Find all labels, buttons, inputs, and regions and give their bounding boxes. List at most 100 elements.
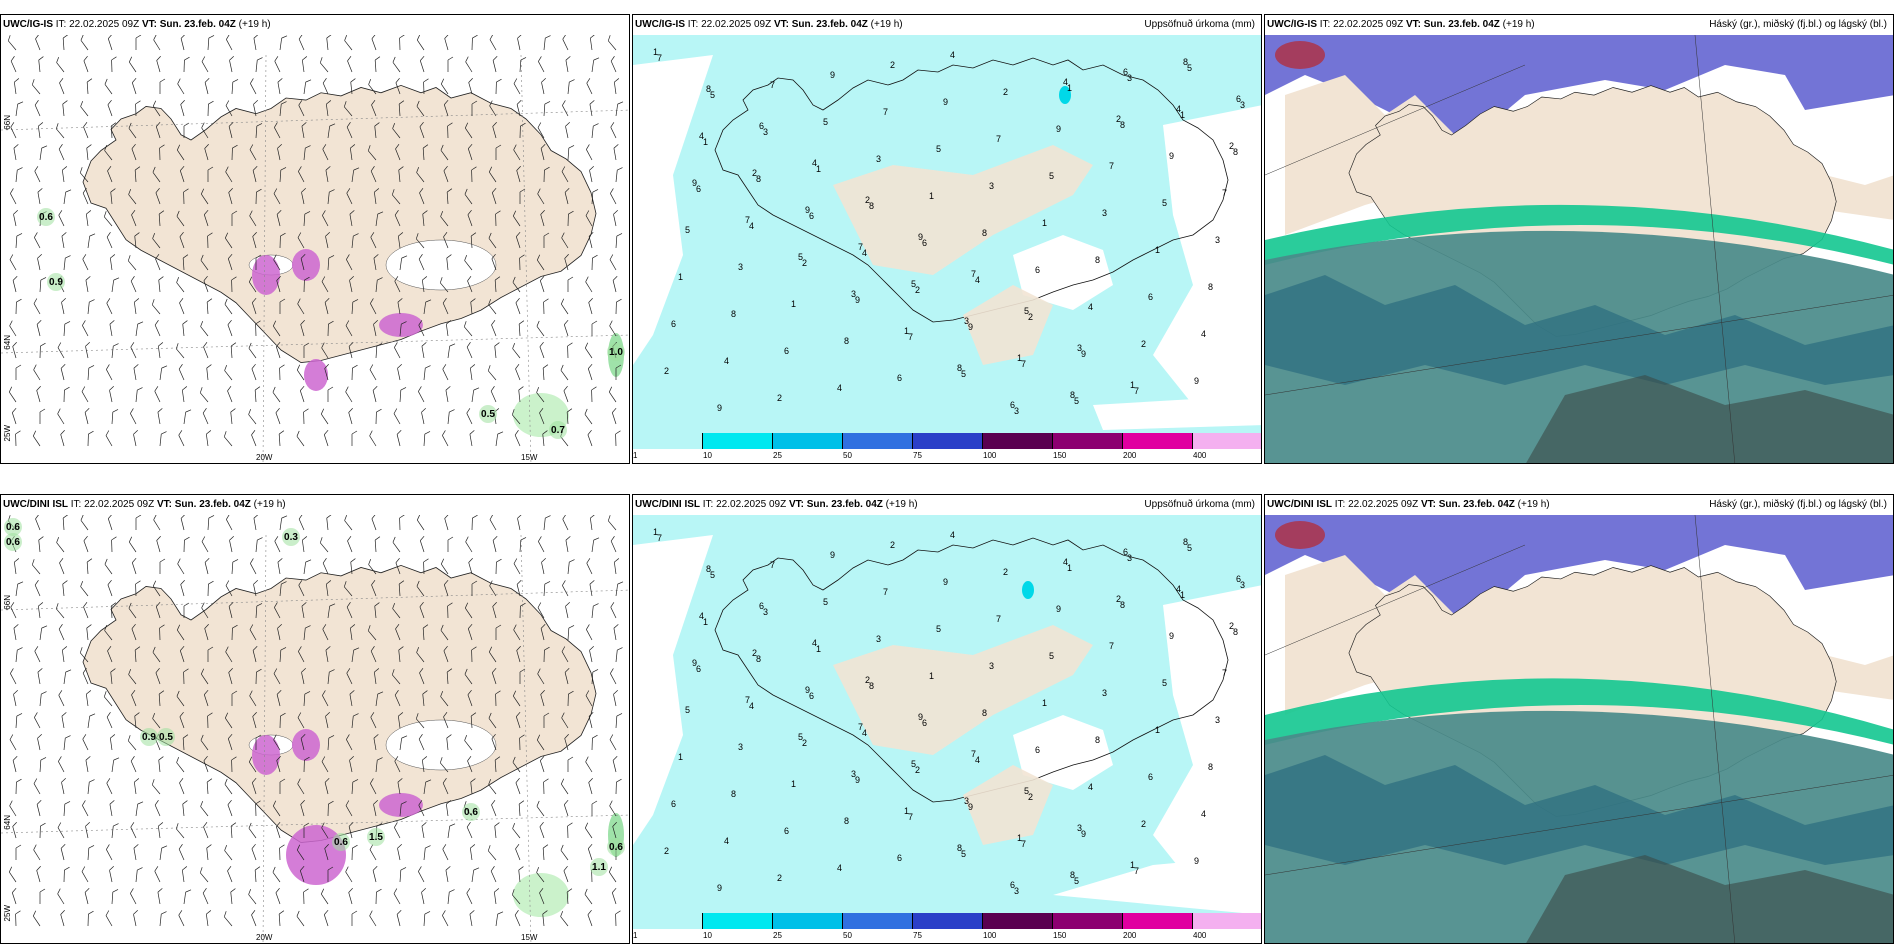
valid-time-label: VT:: [1405, 19, 1421, 30]
wind-barb: [373, 188, 380, 205]
wind-barb: [82, 800, 89, 817]
wind-barb: [200, 734, 209, 751]
precip-amount: 1: [816, 164, 821, 174]
wind-barb: [518, 386, 524, 403]
precip-amount: 4: [812, 638, 817, 648]
wind-barb: [537, 602, 545, 619]
wind-barb: [63, 321, 71, 337]
wind-barb: [60, 909, 65, 927]
wind-barb: [589, 580, 595, 597]
wind-barb: [158, 756, 164, 773]
precip-value-label: 0.9: [47, 273, 65, 291]
wind-barb: [537, 668, 545, 685]
precip-amount: 8: [869, 201, 874, 211]
wind-barb: [419, 668, 425, 685]
wind-barb: [226, 35, 233, 51]
wind-barb: [152, 166, 161, 183]
wind-barb: [515, 231, 521, 249]
wind-barb: [516, 165, 521, 183]
wind-barb: [274, 56, 281, 73]
precip-amount: 3: [964, 796, 969, 806]
wind-barb: [252, 165, 258, 183]
colorbar-segment: [1053, 433, 1123, 449]
wind-barb: [180, 35, 186, 51]
wind-barb: [55, 603, 65, 619]
wind-barb: [518, 800, 525, 817]
wind-barb: [445, 320, 452, 337]
wind-barb: [442, 910, 449, 927]
wind-barb: [159, 624, 165, 641]
wind-barb: [204, 557, 210, 575]
wind-barb: [465, 56, 473, 73]
wind-barb: [248, 342, 257, 359]
wind-barb: [349, 690, 355, 707]
wind-barb: [443, 712, 449, 729]
wind-barb: [206, 844, 212, 861]
wind-barb: [62, 515, 69, 531]
wind-barb: [615, 647, 623, 663]
longitude-line: [520, 54, 532, 463]
wind-barb: [228, 121, 234, 139]
wind-barb: [36, 865, 41, 883]
model-name: UWC/IG-IS: [3, 19, 53, 30]
grid-line: [1265, 775, 1893, 876]
wind-barb: [519, 602, 526, 619]
precip-amount: 3: [989, 181, 994, 191]
wind-barb: [253, 580, 259, 597]
wind-barb: [519, 668, 526, 684]
colorbar-tick: 150: [1053, 451, 1067, 460]
wind-barb: [349, 756, 355, 773]
wind-barb: [351, 167, 360, 183]
wind-barb: [128, 536, 137, 553]
wind-barb: [111, 823, 119, 839]
wind-barb: [538, 56, 545, 73]
wind-barb: [471, 100, 478, 116]
wind-barb: [566, 408, 573, 425]
wind-barb: [109, 254, 116, 271]
wind-barb: [109, 734, 116, 751]
wind-barb: [277, 144, 283, 161]
precip-amount: 3: [1077, 823, 1082, 833]
wind-barb: [543, 166, 550, 183]
wind-barb: [203, 689, 209, 707]
wind-barb: [398, 580, 405, 597]
valid-time: Sun. 23.feb. 04Z: [174, 499, 251, 510]
wind-barb: [153, 515, 161, 531]
colorbar-segment: [913, 913, 983, 929]
wind-barb: [512, 210, 521, 227]
wind-barb: [181, 386, 188, 403]
wind-barb: [274, 536, 281, 553]
wind-barb: [440, 558, 449, 575]
wind-barb: [471, 35, 478, 51]
wind-barb: [228, 667, 233, 685]
model-name: UWC/DINI ISL: [1267, 499, 1332, 510]
wind-barb: [514, 430, 521, 447]
precip-value-label: 1.5: [367, 828, 385, 846]
colorbar-segment: [1123, 913, 1193, 929]
wind-barb: [418, 386, 425, 403]
wind-barb: [589, 646, 595, 663]
wind-barb: [7, 35, 17, 51]
precip-amount: 7: [770, 80, 775, 90]
wind-barb: [512, 822, 521, 839]
precip-amount: 5: [798, 732, 803, 742]
wind-barb: [155, 667, 161, 685]
wind-barb: [230, 888, 236, 905]
wind-barb: [464, 122, 473, 139]
dry-land-area: [963, 765, 1053, 845]
wind-barb: [228, 601, 234, 619]
colorbar-segment: [1053, 913, 1123, 929]
wind-barb: [207, 166, 214, 182]
precip-amount: 8: [1095, 735, 1100, 745]
wind-barb: [539, 755, 545, 773]
light-precip: [513, 873, 569, 917]
wind-barb: [203, 275, 209, 293]
precip-amount: 5: [1074, 396, 1079, 406]
map-panel-precip-dini: UWC/DINI ISL IT: 22.02.2025 09Z VT: Sun.…: [632, 494, 1262, 944]
precip-amount: 7: [1109, 641, 1114, 651]
wind-barb: [565, 536, 571, 553]
wind-barb: [159, 558, 166, 574]
colorbar-segment: [983, 913, 1053, 929]
wind-barb: [398, 166, 404, 183]
precip-amount: 8: [756, 654, 761, 664]
